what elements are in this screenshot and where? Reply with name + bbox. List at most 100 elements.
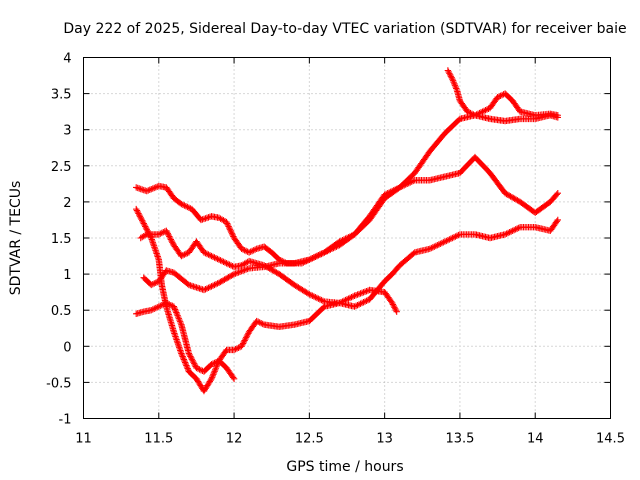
data-point [437,240,444,247]
data-point [168,237,175,245]
data-point [157,302,164,310]
data-point [238,245,245,253]
data-point [217,257,224,264]
data-point [393,308,400,315]
data-point [440,239,447,246]
data-point [209,282,217,289]
data-point [361,298,369,305]
data-point [174,312,181,319]
data-point [232,345,239,353]
data-point [139,218,147,226]
data-point [217,278,224,286]
data-point [175,313,182,321]
data-point [178,351,186,359]
data-point [360,289,367,296]
data-point [235,269,242,276]
data-point [226,224,233,232]
data-point [212,281,220,288]
data-point [471,112,479,119]
data-point [504,229,512,237]
data-point [233,269,241,277]
data-point [228,230,236,237]
data-point [148,185,155,193]
data-point [163,227,170,234]
data-point [137,214,144,221]
data-point [384,190,391,197]
data-point [445,68,452,76]
data-point [273,269,280,276]
y-tick-label: 0.5 [51,304,72,319]
data-point [340,297,348,305]
data-point [554,190,561,197]
data-point [438,239,446,247]
data-point [401,182,408,189]
data-point [154,304,161,311]
data-point [506,229,513,236]
data-point [318,250,325,258]
data-point [136,213,144,220]
data-point [447,235,455,242]
data-point [477,109,485,116]
data-point [241,337,248,344]
data-point [349,293,357,300]
data-point [468,110,476,118]
data-point [495,93,503,100]
data-point [182,203,190,210]
x-tick-label: 12 [226,432,243,447]
data-point [452,233,459,240]
x-tick-label: 11.5 [144,432,173,447]
y-tick-label: 0 [63,340,71,355]
data-point [178,252,185,260]
data-point [202,286,209,293]
data-point [348,294,355,301]
data-point [361,288,369,295]
data-point [453,232,461,240]
data-point [235,344,242,351]
data-point [213,362,221,369]
data-point [467,109,474,117]
data-point [358,289,366,297]
data-point [242,247,250,255]
data-point [343,296,351,303]
data-point [450,79,457,86]
x-tick-label: 14 [527,432,544,447]
data-point [497,92,504,99]
data-point [227,227,234,234]
data-point [173,310,181,318]
data-point [180,356,188,363]
data-point [351,303,358,310]
data-point [138,216,145,223]
data-point [181,251,188,258]
data-point [224,260,232,268]
data-point [428,244,435,252]
data-point [391,186,399,193]
data-point [179,201,187,208]
data-point [309,255,316,262]
data-point [238,268,245,275]
data-point [210,369,218,376]
data-point [330,244,337,252]
data-point [157,230,164,237]
data-point [408,178,415,185]
data-point [213,363,220,370]
data-point [360,299,367,306]
data-point [151,184,158,192]
data-point [345,295,352,302]
data-point [325,247,333,254]
data-point [149,185,156,192]
data-point [553,218,561,225]
data-point [243,332,251,340]
data-point [448,74,455,81]
data-point [149,306,156,313]
data-point [214,280,221,287]
data-point [175,315,183,322]
data-point [321,249,328,256]
data-point [316,296,324,303]
data-point [512,196,520,203]
data-point [185,350,193,357]
data-point [172,307,179,315]
data-point [225,274,232,281]
x-tick-label: 14.5 [596,432,625,447]
data-point [230,375,238,382]
data-point [451,82,459,89]
